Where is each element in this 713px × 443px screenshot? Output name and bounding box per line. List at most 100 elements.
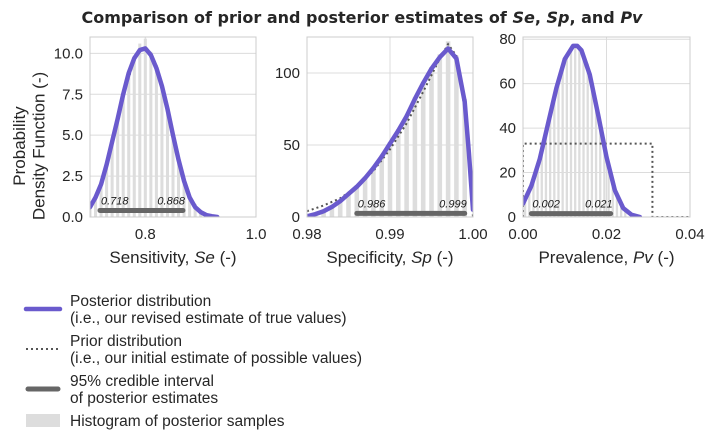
histogram-bar xyxy=(177,158,181,217)
histogram-bar xyxy=(420,81,426,217)
y-axis-label: ProbabilityDensity Function (-) xyxy=(10,72,49,220)
y-tick-label: 10.0 xyxy=(54,45,83,62)
y-tick-label: 7.5 xyxy=(62,86,83,103)
x-axis-label: Specificity, Sp (-) xyxy=(326,248,453,267)
histogram-bar xyxy=(379,155,384,217)
histogram-bar xyxy=(94,195,98,217)
histogram-bar xyxy=(110,140,114,217)
histogram-bar xyxy=(154,66,158,217)
title-part: , xyxy=(535,8,547,27)
histogram-bar xyxy=(138,43,142,217)
x-axis-label-part: Specificity, xyxy=(326,248,411,267)
histogram-bar xyxy=(544,130,548,217)
y-axis-label-line: Density Function (-) xyxy=(29,72,48,220)
histogram-bar xyxy=(396,129,401,217)
title-part: Comparison of prior and posterior estima… xyxy=(82,8,513,27)
posterior-line xyxy=(523,43,643,217)
axes-frame xyxy=(522,36,691,218)
title-part: , and xyxy=(569,8,620,27)
histogram-bar xyxy=(557,79,560,217)
histogram-bar xyxy=(565,54,568,217)
histogram-bar xyxy=(165,107,169,217)
title-part: Sp xyxy=(546,8,569,27)
x-axis-label-part: Sp xyxy=(411,248,432,267)
histogram-bar xyxy=(582,52,585,217)
x-tick-label: 0.04 xyxy=(675,226,704,243)
y-tick-label: 60 xyxy=(499,76,516,93)
ci-high-label: 0.868 xyxy=(157,195,185,207)
histogram-bar xyxy=(182,179,186,217)
x-tick-label: 0.98 xyxy=(292,226,321,243)
histogram-bar xyxy=(387,142,393,217)
legend-label-line: (i.e., our initial estimate of possible … xyxy=(70,350,362,367)
histogram xyxy=(523,43,627,217)
x-axis-label: Prevalence, Pv (-) xyxy=(538,248,674,267)
histogram-bar xyxy=(445,41,451,217)
x-axis-label-part: (-) xyxy=(215,248,237,267)
histogram-bar xyxy=(132,56,136,217)
histogram-bar xyxy=(121,92,125,217)
histogram-bar xyxy=(105,163,109,217)
x-tick-label: 0.99 xyxy=(375,226,404,243)
x-tick-label: 0.00 xyxy=(508,226,537,243)
histogram-bar xyxy=(188,195,192,217)
y-tick-label: 80 xyxy=(499,31,516,48)
posterior-line xyxy=(90,46,220,217)
figure-title: Comparison of prior and posterior estima… xyxy=(82,8,644,27)
histogram-bar xyxy=(532,179,535,217)
histogram-bar xyxy=(454,55,459,217)
histogram-bar xyxy=(540,148,543,217)
histogram-bar xyxy=(590,81,594,217)
histogram-bar xyxy=(578,45,581,217)
legend-swatch-hist xyxy=(26,414,60,427)
axes-frame xyxy=(306,36,474,218)
histogram-bar xyxy=(523,199,527,217)
histogram-bar xyxy=(536,163,539,217)
histogram-bar xyxy=(528,190,531,217)
posterior-line xyxy=(307,46,473,217)
legend-label-line: 95% credible interval xyxy=(70,373,214,390)
y-tick-label: 0.0 xyxy=(62,209,83,226)
histogram-bar xyxy=(412,97,418,217)
legend-label-line: of posterior estimates xyxy=(70,390,218,407)
ci-low-label: 0.002 xyxy=(532,199,560,211)
x-tick-label: 1.0 xyxy=(246,226,267,243)
histogram-bar xyxy=(193,207,197,217)
legend-label-line: (i.e., our revised estimate of true valu… xyxy=(70,310,347,327)
histogram-bar xyxy=(329,206,335,217)
ci-high-label: 0.999 xyxy=(439,198,467,210)
histogram-bar xyxy=(346,193,351,217)
histogram-bar xyxy=(462,98,467,217)
x-tick-label: 1.00 xyxy=(458,226,487,243)
histogram-bar xyxy=(149,51,153,217)
histogram-bar xyxy=(127,71,131,217)
legend: Posterior distribution (i.e., our revised… xyxy=(23,293,362,430)
legend-label-line: Histogram of posterior samples xyxy=(70,413,285,430)
histogram-bar xyxy=(99,182,103,217)
y-tick-label: 20 xyxy=(499,165,516,182)
legend-item-posterior: Posterior distribution (i.e., our revised… xyxy=(23,293,347,327)
histogram-bar xyxy=(586,63,589,217)
y-tick-label: 50 xyxy=(283,137,300,154)
histogram-bar xyxy=(321,211,326,217)
y-tick-label: 100 xyxy=(275,65,300,82)
legend-item-ci: 95% credible interval of posterior estima… xyxy=(25,373,218,407)
histogram-bar xyxy=(404,114,409,217)
histogram-bar xyxy=(548,112,552,217)
legend-label-line: Prior distribution xyxy=(70,333,182,350)
x-axis-label-part: Sensitivity, xyxy=(109,248,194,267)
histogram-bar xyxy=(171,133,175,217)
histogram-bar xyxy=(90,207,92,217)
legend-label: Histogram of posterior samples xyxy=(70,413,285,430)
histogram-bar xyxy=(574,43,577,217)
y-axis-label-line: Probability xyxy=(10,106,29,186)
x-tick-label: 0.8 xyxy=(135,226,156,243)
histogram-bar xyxy=(619,203,623,217)
ci-high-label: 0.021 xyxy=(585,199,613,211)
histogram-bar xyxy=(553,94,556,217)
legend-label: 95% credible interval of posterior estima… xyxy=(70,373,218,407)
x-axis-label-part: Se xyxy=(194,248,215,267)
histogram-bar xyxy=(603,143,606,217)
histogram-bar xyxy=(594,101,598,217)
histogram-bar xyxy=(599,123,602,217)
